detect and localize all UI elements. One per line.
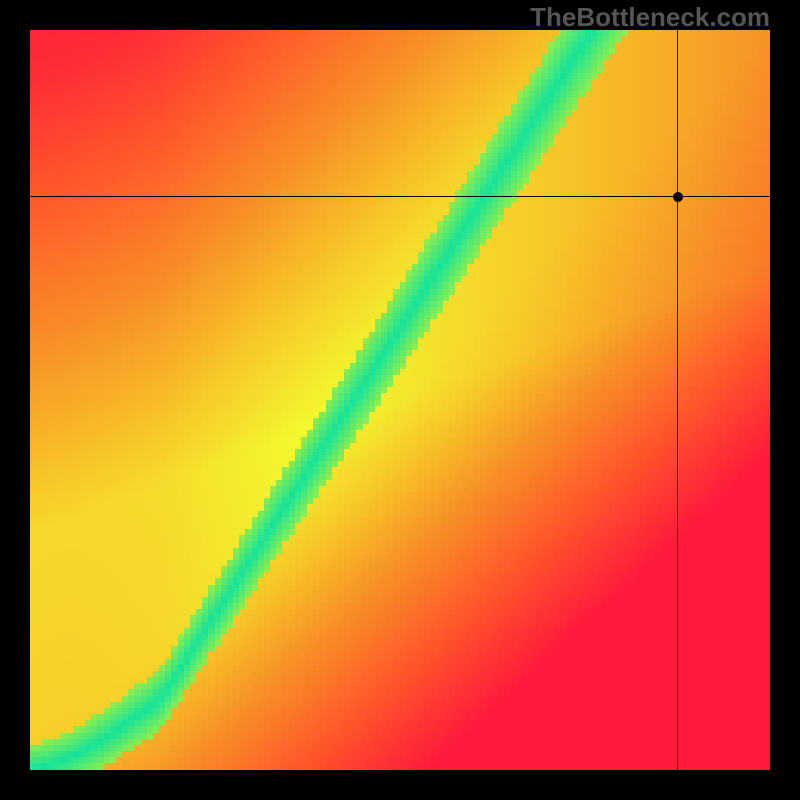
crosshair-vertical bbox=[677, 30, 678, 770]
bottleneck-heatmap bbox=[30, 30, 770, 770]
chart-container: TheBottleneck.com bbox=[0, 0, 800, 800]
watermark-label: TheBottleneck.com bbox=[530, 2, 770, 33]
crosshair-horizontal bbox=[30, 196, 770, 197]
crosshair-marker bbox=[673, 192, 683, 202]
